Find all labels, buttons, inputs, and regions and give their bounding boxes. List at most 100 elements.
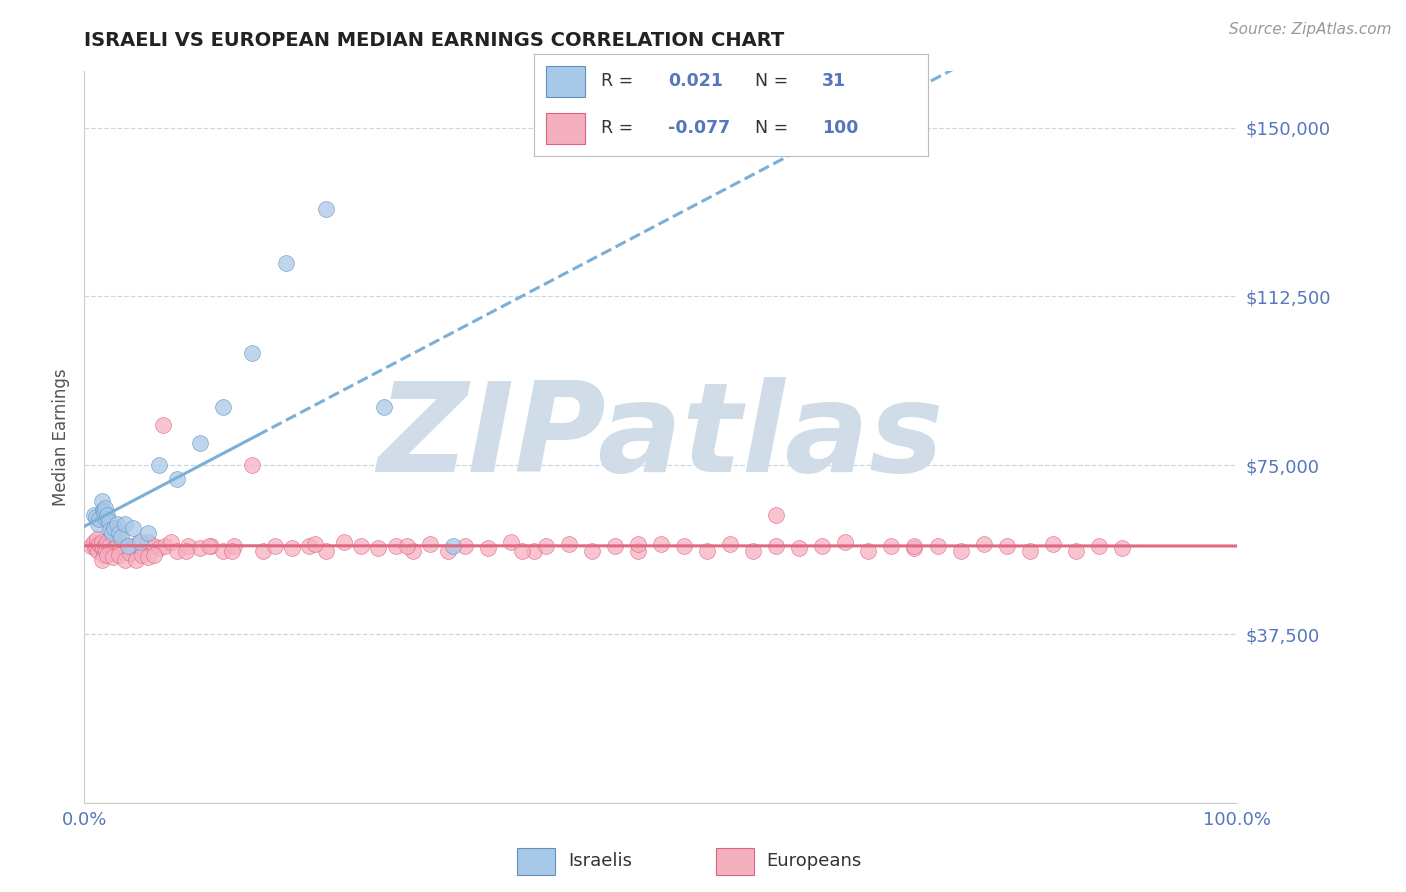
Point (136, 550, 159, 565)
Point (114, 553, 136, 567)
Text: ISRAELI VS EUROPEAN MEDIAN EARNINGS CORRELATION CHART: ISRAELI VS EUROPEAN MEDIAN EARNINGS CORR… (84, 31, 785, 50)
Point (96, 512, 118, 526)
Point (108, 543, 131, 558)
Point (91, 503, 114, 517)
Point (995, 539, 1018, 553)
Point (581, 543, 603, 558)
Point (136, 525, 159, 540)
Point (89, 512, 111, 526)
Point (89, 539, 111, 553)
Point (240, 458, 263, 473)
Text: 0.021: 0.021 (668, 72, 723, 90)
Point (114, 541, 136, 556)
Point (252, 543, 274, 558)
Point (80, 539, 103, 553)
Point (477, 541, 499, 556)
Point (148, 541, 170, 556)
Point (94, 500, 117, 515)
FancyBboxPatch shape (716, 848, 754, 875)
Point (188, 541, 211, 556)
Point (121, 521, 143, 535)
Point (367, 541, 389, 556)
Point (742, 543, 765, 558)
Point (87, 543, 110, 558)
Point (221, 543, 243, 558)
Point (90, 553, 112, 567)
Point (627, 543, 650, 558)
Text: Europeans: Europeans (766, 852, 862, 870)
Point (696, 543, 718, 558)
Point (927, 539, 949, 553)
Point (880, 539, 903, 553)
Point (120, 546, 142, 560)
Point (276, 255, 298, 269)
Point (499, 534, 522, 549)
Point (200, 539, 222, 553)
FancyBboxPatch shape (546, 66, 585, 96)
Point (373, 400, 395, 414)
Point (402, 543, 425, 558)
Point (125, 553, 148, 567)
Point (83, 541, 105, 556)
Point (101, 525, 124, 540)
Point (131, 543, 153, 558)
Point (89, 537, 111, 551)
Point (117, 539, 139, 553)
Point (304, 537, 326, 551)
Point (101, 546, 124, 560)
Point (718, 537, 741, 551)
Point (127, 537, 149, 551)
Point (1088, 539, 1111, 553)
Y-axis label: Median Earnings: Median Earnings (52, 368, 70, 506)
Point (128, 534, 150, 549)
Point (153, 539, 176, 553)
Point (96, 534, 118, 549)
Point (177, 539, 200, 553)
Point (114, 516, 136, 531)
Point (97, 515, 120, 529)
Point (441, 539, 464, 553)
Text: Israelis: Israelis (568, 852, 633, 870)
Point (166, 543, 188, 558)
Point (96, 543, 118, 558)
Point (240, 345, 263, 359)
Point (97, 539, 120, 553)
Point (105, 539, 128, 553)
Text: ZIPatlas: ZIPatlas (378, 376, 943, 498)
Point (436, 543, 458, 558)
Point (91, 541, 114, 556)
Point (834, 534, 856, 549)
Point (110, 530, 132, 544)
Point (136, 534, 159, 549)
Point (93, 548, 115, 562)
Text: 100: 100 (821, 120, 858, 137)
Point (142, 548, 165, 562)
Point (315, 543, 337, 558)
Point (534, 539, 557, 553)
Point (94, 539, 117, 553)
Point (166, 472, 188, 486)
Point (105, 516, 128, 531)
Point (84, 539, 107, 553)
Point (384, 539, 406, 553)
Point (224, 539, 246, 553)
Point (117, 539, 139, 553)
Point (211, 400, 233, 414)
Text: -0.077: -0.077 (668, 120, 730, 137)
Point (98, 524, 121, 538)
Point (396, 539, 419, 553)
Point (650, 537, 672, 551)
Point (811, 539, 834, 553)
Point (142, 539, 165, 553)
Point (108, 548, 131, 562)
Point (90, 494, 112, 508)
Point (454, 539, 477, 553)
Point (627, 537, 650, 551)
Point (84, 510, 107, 524)
Text: 31: 31 (821, 72, 846, 90)
Point (90, 534, 112, 549)
Point (315, 202, 337, 216)
Point (903, 539, 925, 553)
Point (152, 417, 174, 432)
Point (103, 541, 125, 556)
